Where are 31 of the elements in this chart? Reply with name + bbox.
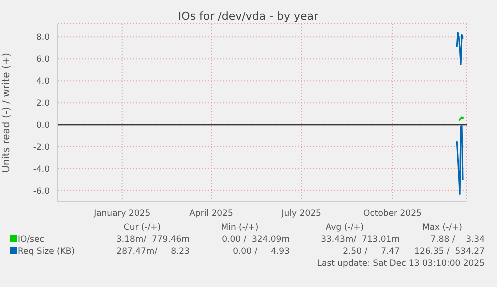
text: 126.35 / 534.27 — [414, 246, 485, 258]
y-tick-label: 0.0 — [36, 121, 50, 132]
text: Max (-/+) — [422, 222, 464, 234]
line-series — [456, 125, 464, 196]
x-tick-label: October 2025 — [364, 209, 422, 220]
text: 3.18m/ 779.46m — [116, 234, 190, 246]
text: 33.43m/ 713.01m — [320, 234, 400, 246]
y-tick-label: 8.0 — [36, 33, 50, 44]
x-tick-label: April 2025 — [190, 209, 234, 220]
chart-title: IOs for /dev/vda - by year — [177, 10, 320, 23]
y-tick-label: 2.0 — [36, 99, 50, 110]
x-tick-label: July 2025 — [280, 209, 322, 220]
y-axis-title: Units read (-) / write (+) — [2, 52, 13, 173]
legend-label: IO/sec — [17, 234, 46, 246]
text: 0.00 / 324.09m — [221, 234, 290, 246]
text: Last update: Sat Dec 13 03:10:00 2025 — [316, 258, 485, 270]
text: 7.88 / 3.34 — [430, 234, 485, 246]
text: Min (-/+) — [220, 222, 260, 234]
text: Cur (-/+) — [122, 222, 162, 234]
x-tick-label: January 2025 — [93, 209, 151, 220]
text: 0.00 / 4.93 — [232, 246, 290, 258]
y-tick-label: -4.0 — [33, 165, 50, 176]
text: 287.47m/ 8.23 — [116, 246, 190, 258]
legend-label: Req Size (KB) — [17, 246, 76, 258]
text: Avg (-/+) — [324, 222, 366, 234]
y-tick-label: -2.0 — [33, 143, 50, 154]
text: 2.50 / 7.47 — [342, 246, 400, 258]
y-tick-label: 4.0 — [36, 77, 50, 88]
y-tick-label: -6.0 — [33, 187, 50, 198]
y-tick-label: 6.0 — [36, 55, 50, 66]
line-series — [456, 32, 464, 66]
